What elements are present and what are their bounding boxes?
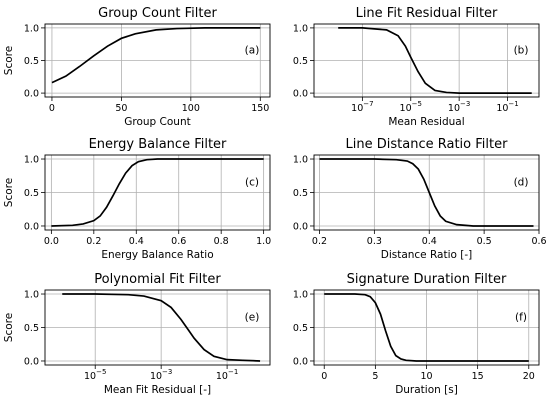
x-tick-label: 10−5 — [84, 368, 106, 382]
y-tick-label: 0.0 — [293, 89, 308, 100]
x-tick-label: 10−3 — [150, 368, 172, 382]
chart-title: Group Count Filter — [98, 6, 217, 21]
y-tick-label: 0.5 — [24, 56, 39, 67]
y-tick-label: 0.5 — [293, 323, 308, 334]
series-line — [62, 293, 261, 362]
x-tick-label: 150 — [251, 103, 269, 114]
x-tick-label: 0.2 — [312, 236, 327, 247]
y-tick-label: 1.0 — [293, 23, 308, 34]
y-tick-label: 0.0 — [24, 221, 39, 232]
x-axis-label: Group Count — [124, 116, 191, 128]
x-axis-label: Distance Ratio [-] — [381, 249, 473, 261]
x-tick-label: 0 — [49, 103, 55, 114]
x-tick-label: 0.0 — [44, 236, 59, 247]
chart-title: Polynomial Fit Filter — [94, 272, 221, 287]
panel-tag: (d) — [514, 176, 529, 188]
x-tick-label: 50 — [115, 103, 127, 114]
panel-tag: (a) — [245, 45, 260, 57]
x-tick-label: 0 — [321, 371, 327, 382]
panel-tag: (c) — [245, 176, 259, 188]
x-tick-label: 0.5 — [477, 236, 492, 247]
y-axis-label: Score — [3, 313, 15, 342]
series-line — [319, 158, 534, 227]
x-tick-label: 10−1 — [496, 100, 518, 114]
chart-title: Signature Duration Filter — [347, 272, 507, 287]
x-axis-label: Duration [s] — [395, 384, 458, 396]
x-tick-label: 0.6 — [171, 236, 186, 247]
series-line — [51, 158, 264, 227]
x-tick-label: 0.4 — [129, 236, 144, 247]
x-tick-label: 15 — [472, 371, 484, 382]
y-tick-label: 1.0 — [24, 23, 39, 34]
x-tick-label: 10−5 — [400, 100, 422, 114]
x-tick-label: 0.2 — [86, 236, 101, 247]
chart-panel-4: Line Distance Ratio Filter 0.2 0.3 0.4 0.5 0.… — [293, 137, 547, 261]
chart-title: Energy Balance Filter — [89, 137, 227, 152]
y-axis-label: Score — [3, 178, 15, 207]
x-tick-label: 10 — [420, 371, 432, 382]
chart-panel-6: Signature Duration Filter 0 5 10 15 20 0.0 0.5 1… — [293, 272, 540, 396]
y-tick-label: 0.0 — [24, 356, 39, 367]
x-tick-label: 20 — [523, 371, 535, 382]
y-tick-label: 0.5 — [293, 188, 308, 199]
chart-panel-5: Polynomial Fit Filter 10−5 10−3 10−1 0.0 0.5 1… — [3, 272, 271, 396]
x-tick-label: 1.0 — [256, 236, 271, 247]
y-tick-label: 1.0 — [293, 155, 308, 166]
y-tick-label: 0.0 — [24, 89, 39, 100]
y-tick-label: 0.5 — [293, 56, 308, 67]
y-axis-label: Score — [3, 46, 15, 75]
series-line — [324, 293, 529, 362]
y-tick-label: 1.0 — [293, 290, 308, 301]
y-tick-label: 0.0 — [293, 356, 308, 367]
series-line — [338, 27, 532, 94]
x-tick-label: 5 — [372, 371, 378, 382]
chart-panel-1: Group Count Filter 0 50 100 150 0.0 0.5 1.0 Grou… — [3, 6, 271, 128]
y-tick-label: 0.5 — [24, 188, 39, 199]
panel-tag: (f) — [515, 311, 527, 323]
panel-tag: (e) — [245, 311, 260, 323]
x-tick-label: 0.6 — [531, 236, 546, 247]
chart-panel-2: Line Fit Residual Filter 10−7 10−5 10−3 10−1… — [293, 6, 540, 128]
y-tick-label: 1.0 — [24, 290, 39, 301]
chart-title: Line Distance Ratio Filter — [346, 137, 509, 152]
chart-panel-3: Energy Balance Filter 0.0 0.2 0.4 0.6 0.8 1.0 0… — [3, 137, 271, 261]
panel-tag: (b) — [514, 45, 529, 57]
x-tick-label: 10−1 — [216, 368, 238, 382]
x-tick-label: 0.4 — [422, 236, 437, 247]
x-tick-label: 10−3 — [448, 100, 470, 114]
x-axis-label: Energy Balance Ratio — [101, 249, 213, 261]
x-tick-label: 0.3 — [367, 236, 382, 247]
chart-title: Line Fit Residual Filter — [356, 6, 498, 21]
series-line — [51, 27, 261, 84]
x-tick-label: 10−7 — [351, 100, 373, 114]
y-tick-label: 1.0 — [24, 155, 39, 166]
x-axis-label: Mean Fit Residual [-] — [104, 384, 211, 396]
x-tick-label: 0.8 — [214, 236, 229, 247]
x-tick-label: 100 — [182, 103, 200, 114]
y-tick-label: 0.0 — [293, 221, 308, 232]
y-tick-label: 0.5 — [24, 323, 39, 334]
x-axis-label: Mean Residual — [388, 116, 464, 128]
